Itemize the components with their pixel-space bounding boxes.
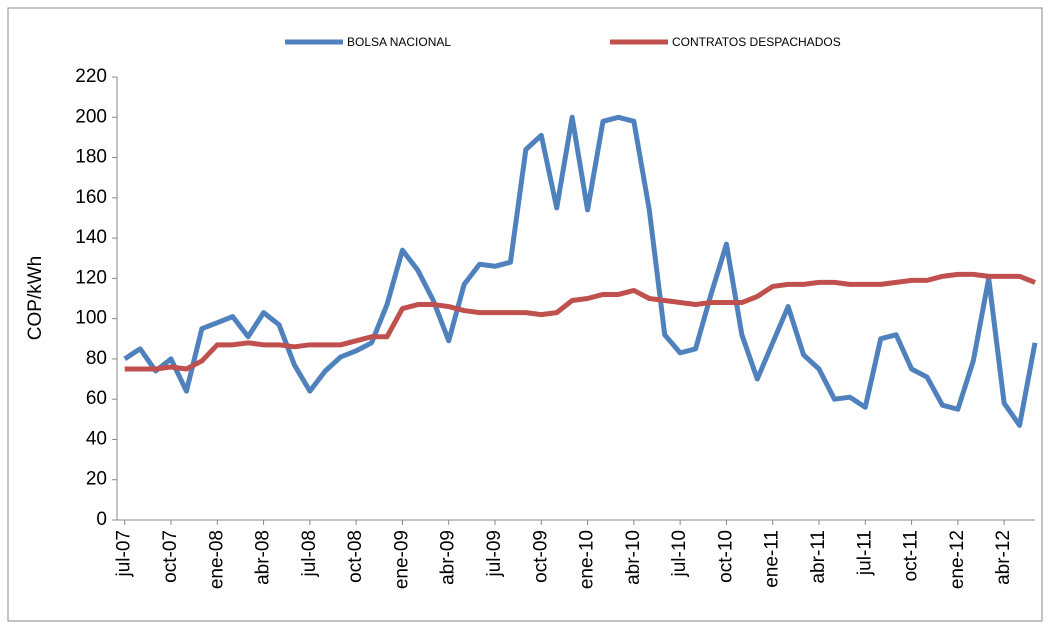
x-tick-label: oct-11 [901,530,922,581]
x-tick-label: ene-08 [206,530,227,589]
y-tick-label: 220 [75,66,107,87]
x-tick-label: jul-10 [669,530,690,577]
x-tick-label: abr-12 [993,530,1014,585]
x-tick-label: jul-07 [114,530,135,577]
x-tick-label: oct-09 [530,530,551,583]
series-line [124,271,1036,372]
x-tick-label: jul-09 [484,530,505,577]
y-tick-label: 160 [75,187,107,208]
y-tick-label: 20 [86,469,107,490]
x-tick-label: oct-10 [715,530,736,583]
y-tick-label: 120 [75,267,107,288]
x-tick-label: oct-07 [160,530,181,583]
x-tick-label: abr-09 [438,530,459,585]
x-tick-label: oct-08 [345,530,366,583]
y-tick-label: 60 [86,388,107,409]
x-tick-label: ene-11 [762,530,783,588]
x-tick-label: ene-12 [947,530,968,589]
y-tick-label: 140 [75,227,107,248]
y-tick-label: 0 [96,509,107,530]
legend-label: BOLSA NACIONAL [347,35,451,49]
y-axis-label: COP/kWh [25,256,46,340]
legend-label: CONTRATOS DESPACHADOS [672,35,841,49]
x-tick-label: ene-10 [577,530,598,589]
series-line [123,114,1038,428]
y-tick-label: 40 [86,428,107,449]
x-tick-label: abr-11 [808,530,829,584]
y-tick-label: 180 [75,147,107,168]
x-tick-label: abr-10 [623,530,644,585]
y-tick-label: 200 [75,106,107,127]
x-tick-label: jul-11 [854,530,875,576]
y-tick-label: 100 [75,308,107,329]
x-tick-label: abr-08 [253,530,274,585]
x-tick-label: ene-09 [391,530,412,589]
y-tick-label: 80 [86,348,107,369]
x-tick-label: jul-08 [299,530,320,577]
